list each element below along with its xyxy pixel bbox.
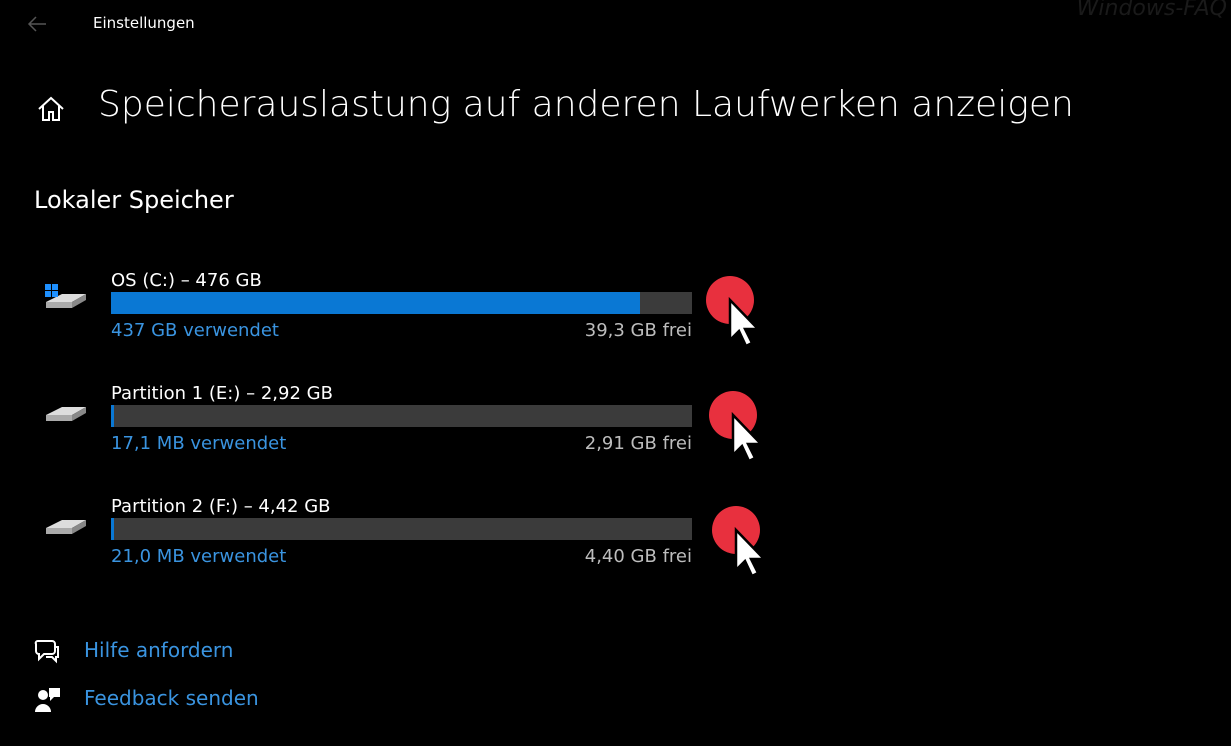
watermark: Windows-FAQ (1076, 0, 1227, 21)
drive-row[interactable]: Partition 1 (E:) – 2,92 GB 17,1 MB verwen… (0, 383, 800, 493)
usage-fill (111, 405, 115, 427)
usage-fill (111, 518, 114, 540)
drive-name: OS (C:) – 476 GB (111, 270, 262, 291)
click-annotation (706, 276, 761, 348)
drive-icon (45, 284, 86, 308)
drive-name: Partition 1 (E:) – 2,92 GB (111, 383, 333, 404)
click-annotation (712, 506, 767, 578)
free-space: 4,40 GB frei (584, 546, 692, 567)
free-space: 39,3 GB frei (584, 320, 692, 341)
drive-icon (46, 407, 86, 421)
back-arrow[interactable] (26, 14, 48, 34)
click-annotation (709, 391, 764, 463)
used-space: 21,0 MB verwendet (111, 546, 287, 567)
drive-row[interactable]: Partition 2 (F:) – 4,42 GB 21,0 MB verwen… (0, 496, 800, 606)
usage-fill (111, 292, 640, 314)
drive-row[interactable]: OS (C:) – 476 GB 437 GB verwendet 39,3 GB … (0, 270, 800, 380)
feedback-icon (35, 688, 60, 712)
free-space: 2,91 GB frei (584, 433, 692, 454)
help-icon (34, 640, 59, 664)
feedback-link[interactable]: Feedback senden (84, 686, 259, 710)
drive-icon (46, 520, 86, 534)
used-space: 17,1 MB verwendet (111, 433, 287, 454)
home-icon[interactable] (36, 95, 66, 123)
section-heading: Lokaler Speicher (34, 186, 234, 214)
help-link[interactable]: Hilfe anfordern (84, 638, 234, 662)
usage-track (111, 518, 692, 540)
used-space: 437 GB verwendet (111, 320, 279, 341)
app-name: Einstellungen (93, 14, 195, 32)
drive-name: Partition 2 (F:) – 4,42 GB (111, 496, 331, 517)
usage-track (111, 292, 692, 314)
usage-track (111, 405, 692, 427)
page-title: Speicherauslastung auf anderen Laufwerke… (98, 84, 1074, 125)
